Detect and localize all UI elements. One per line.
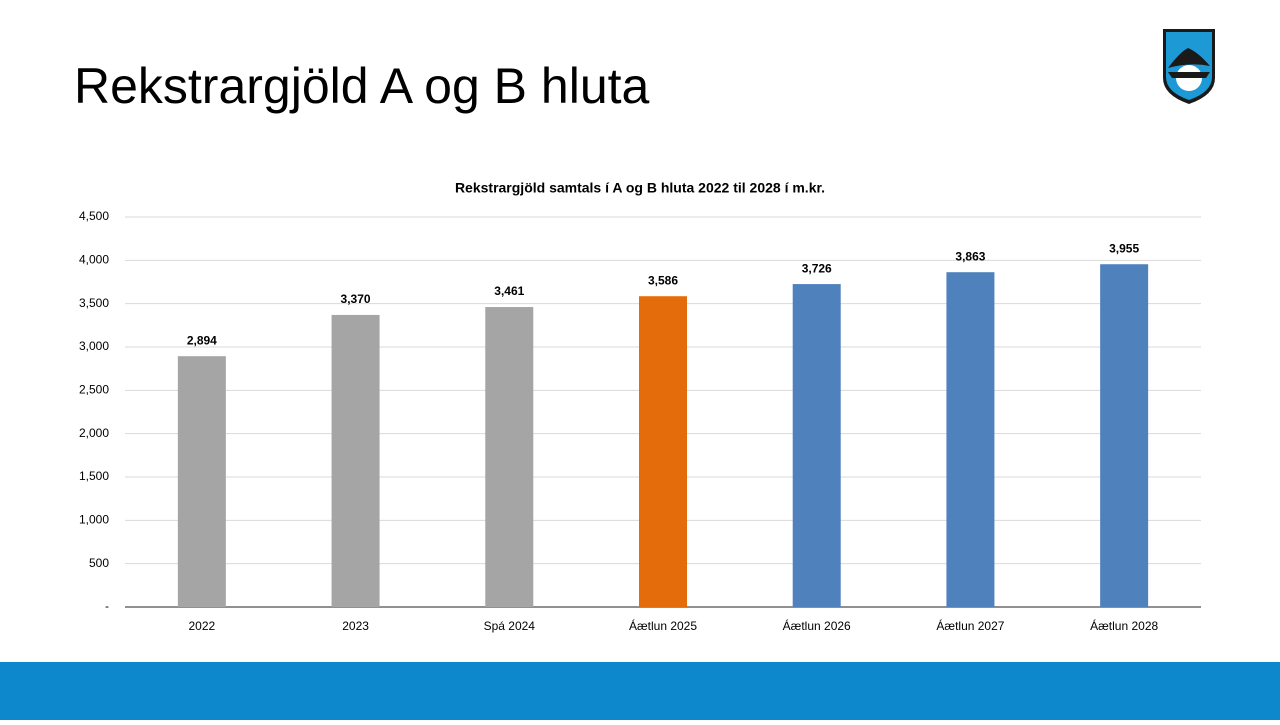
x-tick-label: Áætlun 2025 xyxy=(629,618,697,633)
bar xyxy=(946,272,995,607)
y-tick-label: 2,000 xyxy=(79,426,109,440)
y-tick-label: 4,500 xyxy=(79,209,109,223)
data-label: 3,726 xyxy=(802,261,832,275)
bar xyxy=(177,356,226,607)
footer-band xyxy=(0,662,1280,720)
bar xyxy=(792,284,841,607)
x-tick-label: 2023 xyxy=(342,619,369,633)
data-label: 3,586 xyxy=(648,273,678,287)
y-tick-label: 2,500 xyxy=(79,383,109,397)
data-label: 3,955 xyxy=(1109,241,1139,255)
data-label: 2,894 xyxy=(187,333,217,347)
data-label: 3,370 xyxy=(341,292,371,306)
x-tick-label: Spá 2024 xyxy=(484,619,536,633)
y-tick-label: 1,000 xyxy=(79,513,109,527)
bar xyxy=(1100,264,1149,607)
x-tick-label: Áætlun 2026 xyxy=(783,618,851,633)
chart-title: Rekstrargjöld samtals í A og B hluta 202… xyxy=(455,180,825,196)
logo xyxy=(1163,29,1215,104)
x-tick-label: Áætlun 2028 xyxy=(1090,618,1158,633)
data-label: 3,863 xyxy=(955,249,985,263)
y-tick-label: 3,000 xyxy=(79,339,109,353)
y-tick-label: 500 xyxy=(89,556,109,570)
data-label: 3,461 xyxy=(494,284,524,298)
slide-title: Rekstrargjöld A og B hluta xyxy=(74,58,650,114)
y-tick-label: 4,000 xyxy=(79,253,109,267)
y-tick-label: - xyxy=(105,599,109,613)
x-tick-label: 2022 xyxy=(189,619,216,633)
bar xyxy=(639,296,687,607)
bar xyxy=(331,314,380,607)
x-tick-label: Áætlun 2027 xyxy=(936,618,1004,633)
y-tick-label: 3,500 xyxy=(79,296,109,310)
y-tick-label: 1,500 xyxy=(79,469,109,483)
bar xyxy=(485,307,534,607)
